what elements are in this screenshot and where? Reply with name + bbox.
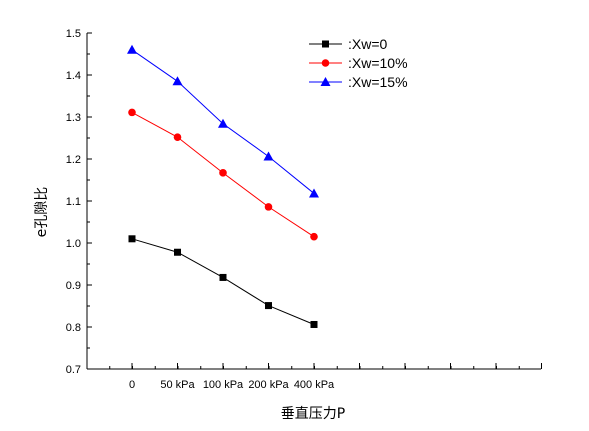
data-point bbox=[309, 188, 319, 198]
legend-entry: :Xw=10% bbox=[309, 55, 408, 71]
data-point bbox=[128, 108, 136, 117]
y-tick-label: 1.3 bbox=[66, 112, 81, 124]
x-tick-label: 100 kPa bbox=[203, 379, 244, 391]
y-axis-title: e孔隙比 bbox=[34, 187, 50, 238]
legend-label: :Xw=10% bbox=[348, 55, 408, 71]
x-axis-title: 垂直压力P bbox=[281, 405, 345, 422]
series-line bbox=[131, 238, 315, 325]
legend-entry: :Xw=0 bbox=[309, 36, 388, 52]
data-point bbox=[263, 151, 274, 161]
y-tick-label: 0.8 bbox=[66, 322, 81, 334]
data-point bbox=[172, 76, 183, 86]
legend: :Xw=0 :Xw=10% :Xw=15% bbox=[309, 36, 408, 90]
data-point bbox=[310, 320, 318, 328]
series-2 bbox=[128, 108, 318, 241]
series-1 bbox=[128, 235, 318, 328]
x-tick-label: 200 kPa bbox=[248, 379, 289, 391]
legend-marker bbox=[322, 40, 329, 48]
data-point bbox=[264, 203, 273, 211]
series-3 bbox=[127, 44, 319, 198]
data-point bbox=[265, 302, 272, 310]
x-tick-label: 0 bbox=[129, 379, 135, 391]
y-tick-label: 1.4 bbox=[66, 70, 81, 82]
data-point bbox=[310, 232, 318, 241]
legend-marker bbox=[320, 77, 331, 86]
y-tick-label: 1.0 bbox=[66, 238, 81, 250]
legend-entry: :Xw=15% bbox=[309, 74, 408, 90]
y-tick-label: 0.9 bbox=[66, 280, 81, 292]
data-point bbox=[219, 273, 227, 281]
x-tick-label: 400 kPa bbox=[294, 379, 335, 391]
data-point bbox=[219, 169, 227, 177]
data-point bbox=[127, 44, 137, 54]
data-point bbox=[128, 235, 136, 243]
y-tick-label: 1.5 bbox=[66, 28, 81, 40]
y-tick-label: 0.7 bbox=[66, 364, 81, 376]
legend-label: :Xw=15% bbox=[348, 74, 408, 90]
x-tick-label: 50 kPa bbox=[160, 379, 195, 391]
data-point bbox=[218, 118, 228, 128]
data-point bbox=[174, 248, 181, 256]
y-tick-label: 1.2 bbox=[66, 154, 81, 166]
y-tick-label: 1.1 bbox=[66, 196, 81, 208]
axes: 0.7 0.8 0.9 1.0 1.1 1.2 1.3 1.4 1.5 0 50 kPa 100 kP… bbox=[66, 28, 542, 391]
series-layer bbox=[127, 44, 319, 328]
legend-marker bbox=[321, 59, 330, 67]
data-point bbox=[173, 133, 182, 141]
legend-label: :Xw=0 bbox=[348, 36, 388, 52]
